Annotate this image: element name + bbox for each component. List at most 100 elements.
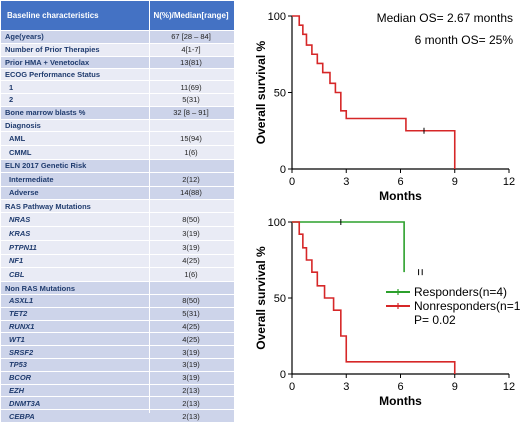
row-label: BCOR	[9, 373, 32, 383]
survival-by-response-chart: 0 3 6 9 12 0 50 100 Months Overall survival % Resp…	[254, 217, 520, 408]
table-row: Intermediate 2(12)	[1, 172, 234, 187]
row-label: CMML	[9, 148, 32, 158]
table-row: Number of Prior Therapies 4[1-7]	[1, 43, 234, 57]
row-label: CEBPA	[9, 411, 35, 421]
row-label: RAS Pathway Mutations	[5, 201, 91, 211]
row-label: 1	[9, 82, 14, 92]
table-header-row: Baseline characteristics N(%)/Median[ran…	[1, 1, 234, 31]
row-label: RUNX1	[9, 321, 35, 331]
table-row: 2 5(31)	[1, 94, 234, 107]
y-tick-label: 50	[274, 293, 286, 305]
y-axis-label: Overall survival %	[254, 246, 268, 350]
y-tick-label: 50	[274, 88, 286, 100]
table-row: AML 15(94)	[1, 132, 234, 147]
table-row: KRAS 3(19)	[1, 227, 234, 241]
row-value: 67 [28 – 84]	[171, 32, 211, 42]
table-row: NF1 4(25)	[1, 254, 234, 269]
row-label: ASXL1	[9, 296, 34, 306]
x-tick-label: 12	[503, 381, 515, 393]
table-row: 1 11(69)	[1, 81, 234, 94]
row-value: 3(19)	[182, 347, 200, 357]
six-month-os-annotation: 6 month OS= 25%	[415, 33, 514, 47]
row-label: ECOG Performance Status	[5, 70, 101, 80]
row-label: PTPN11	[9, 242, 37, 252]
row-label: DNMT3A	[9, 398, 41, 408]
y-tick-label: 100	[268, 11, 286, 23]
row-value: 2(12)	[182, 174, 200, 184]
row-label: KRAS	[9, 228, 31, 238]
x-axis-label: Months	[379, 189, 422, 203]
x-tick-label: 0	[289, 381, 295, 393]
table-row: Diagnosis	[1, 119, 234, 133]
row-value: 3(19)	[182, 360, 200, 370]
survival-curve-0	[292, 221, 405, 273]
row-value: 2(13)	[182, 398, 200, 408]
row-value: 8(50)	[182, 215, 200, 225]
x-tick-label: 6	[397, 176, 403, 188]
table-row: BCOR 3(19)	[1, 371, 234, 385]
row-label: CBL	[9, 270, 25, 280]
row-label: TET2	[9, 309, 28, 319]
table-row: Prior HMA + Venetoclax 13(81)	[1, 56, 234, 70]
row-label: Age(years)	[5, 32, 44, 42]
row-value: 8(50)	[182, 296, 200, 306]
row-label: Bone marrow blasts %	[5, 108, 86, 118]
table-row: Bone marrow blasts % 32 [8 – 91]	[1, 106, 234, 120]
table-row: ASXL1 8(50)	[1, 295, 234, 308]
row-value: 11(69)	[180, 82, 202, 92]
row-value: 3(19)	[182, 242, 200, 252]
table-row: RUNX1 4(25)	[1, 320, 234, 334]
table-row: TET2 5(31)	[1, 307, 234, 321]
x-tick-label: 6	[397, 381, 403, 393]
row-label: Number of Prior Therapies	[5, 45, 100, 55]
row-label: NF1	[9, 256, 24, 266]
table-row: EZH 2(13)	[1, 384, 234, 398]
table-row: Adverse 14(88)	[1, 186, 234, 201]
table-row: CMML 1(6)	[1, 146, 234, 160]
table-row: RAS Pathway Mutations	[1, 200, 234, 214]
table-row: Non RAS Mutations	[1, 282, 234, 295]
x-tick-label: 3	[343, 381, 349, 393]
column-divider	[149, 1, 150, 413]
x-tick-label: 12	[503, 176, 515, 188]
row-label: 2	[9, 95, 14, 105]
y-tick-label: 0	[280, 164, 286, 176]
row-value: 4(25)	[182, 256, 200, 266]
survival-curve-0	[292, 15, 456, 169]
table-row: NRAS 8(50)	[1, 213, 234, 227]
row-label: ELN 2017 Genetic Risk	[5, 161, 87, 171]
row-label: TP53	[9, 360, 27, 370]
row-value: 3(19)	[182, 373, 200, 383]
row-value: 13(81)	[180, 57, 202, 67]
table-row: Age(years) 67 [28 – 84]	[1, 31, 234, 44]
row-label: SRSF2	[9, 347, 34, 357]
x-axis-label: Months	[379, 394, 422, 408]
survival-curve-1	[292, 221, 456, 374]
median-os-annotation: Median OS= 2.67 months	[377, 11, 513, 25]
table-row: DNMT3A 2(13)	[1, 397, 234, 411]
row-value: 14(88)	[180, 188, 202, 198]
p-value-annotation: P= 0.02	[414, 313, 456, 327]
row-label: EZH	[9, 385, 24, 395]
row-value: 5(31)	[182, 309, 200, 319]
row-label: Diagnosis	[5, 120, 41, 130]
row-label: Non RAS Mutations	[5, 283, 75, 293]
row-value: 1(6)	[184, 148, 198, 158]
row-value: 1(6)	[184, 270, 198, 280]
y-axis-label: Overall survival %	[254, 40, 268, 144]
row-value: 4(25)	[182, 334, 200, 344]
row-value: 2(13)	[182, 385, 200, 395]
table-row: WT1 4(25)	[1, 333, 234, 347]
table-row: PTPN11 3(19)	[1, 240, 234, 255]
table-row: ELN 2017 Genetic Risk	[1, 160, 234, 173]
table-row: ECOG Performance Status	[1, 69, 234, 82]
y-tick-label: 0	[280, 369, 286, 381]
table-row: SRSF2 3(19)	[1, 346, 234, 359]
table-row: CEBPA 2(13)	[1, 410, 234, 423]
overall-survival-chart: 0 3 6 9 12 0 50 100 Months Overall survival % Medi…	[254, 11, 515, 203]
x-tick-label: 3	[343, 176, 349, 188]
row-value: 2(13)	[182, 411, 200, 421]
row-label: Intermediate	[9, 174, 54, 184]
legend-responders-label: Responders(n=4)	[414, 285, 507, 299]
x-tick-label: 0	[289, 176, 295, 188]
